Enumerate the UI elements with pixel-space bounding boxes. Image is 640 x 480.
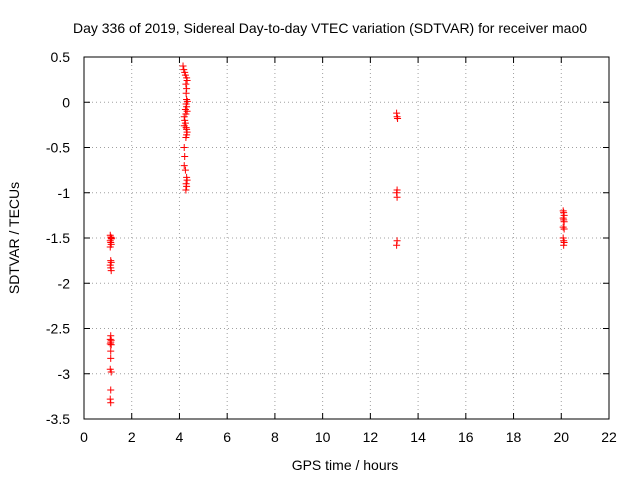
x-tick-label: 16	[458, 429, 474, 445]
data-point	[393, 241, 401, 249]
y-tick-label: -1	[58, 185, 71, 201]
chart-title: Day 336 of 2019, Sidereal Day-to-day VTE…	[73, 20, 587, 36]
data-point	[183, 176, 191, 184]
data-point	[559, 223, 567, 231]
x-tick-label: 22	[601, 429, 617, 445]
x-tick-label: 6	[223, 429, 231, 445]
y-tick-label: -3	[58, 366, 71, 382]
y-axis-label: SDTVAR / TECUs	[6, 182, 22, 294]
x-tick-label: 4	[176, 429, 184, 445]
y-tick-label: -1.5	[46, 230, 70, 246]
x-tick-label: 8	[271, 429, 279, 445]
x-tick-label: 10	[315, 429, 331, 445]
plot-frame	[83, 56, 610, 420]
grid	[84, 57, 609, 419]
data-point	[182, 80, 190, 88]
data-point	[108, 234, 116, 242]
data-point	[182, 186, 190, 194]
x-axis-label: GPS time / hours	[292, 457, 399, 473]
axis-ticks	[83, 56, 610, 420]
y-tick-label: 0	[62, 94, 70, 110]
data-point	[560, 225, 568, 233]
x-tick-label: 20	[553, 429, 569, 445]
data-point	[393, 193, 401, 201]
data-points	[106, 62, 568, 407]
data-point	[394, 115, 402, 123]
x-tick-label: 12	[363, 429, 379, 445]
data-point	[107, 368, 115, 376]
data-point	[107, 267, 115, 275]
y-tick-label: -2.5	[46, 321, 70, 337]
data-point	[106, 340, 114, 348]
data-point	[181, 153, 189, 161]
data-point	[560, 218, 568, 226]
data-point	[107, 354, 115, 362]
y-tick-label: 0.5	[51, 49, 71, 65]
x-tick-label: 2	[128, 429, 136, 445]
x-tick-label: 0	[80, 429, 88, 445]
data-point	[182, 89, 190, 97]
data-point	[180, 162, 188, 170]
y-tick-label: -2	[58, 275, 71, 291]
data-point	[182, 134, 190, 142]
data-point	[107, 386, 115, 394]
x-tick-label: 14	[410, 429, 426, 445]
data-point	[183, 182, 191, 190]
data-point	[107, 341, 115, 349]
y-tick-label: -3.5	[46, 411, 70, 427]
x-tick-labels: 0 2 4 6 8 10 12 14 16 18 20 22	[80, 429, 617, 445]
y-tick-label: -0.5	[46, 140, 70, 156]
data-point	[179, 62, 187, 70]
data-point	[106, 243, 114, 251]
y-tick-labels: 0.5 0 -0.5 -1 -1.5 -2 -2.5 -3 -3.5	[46, 49, 70, 427]
data-point	[180, 144, 188, 151]
data-point	[107, 347, 115, 355]
data-point	[107, 399, 115, 407]
data-point	[181, 166, 189, 174]
data-point	[183, 77, 191, 85]
x-tick-label: 18	[506, 429, 522, 445]
data-point	[560, 241, 568, 249]
